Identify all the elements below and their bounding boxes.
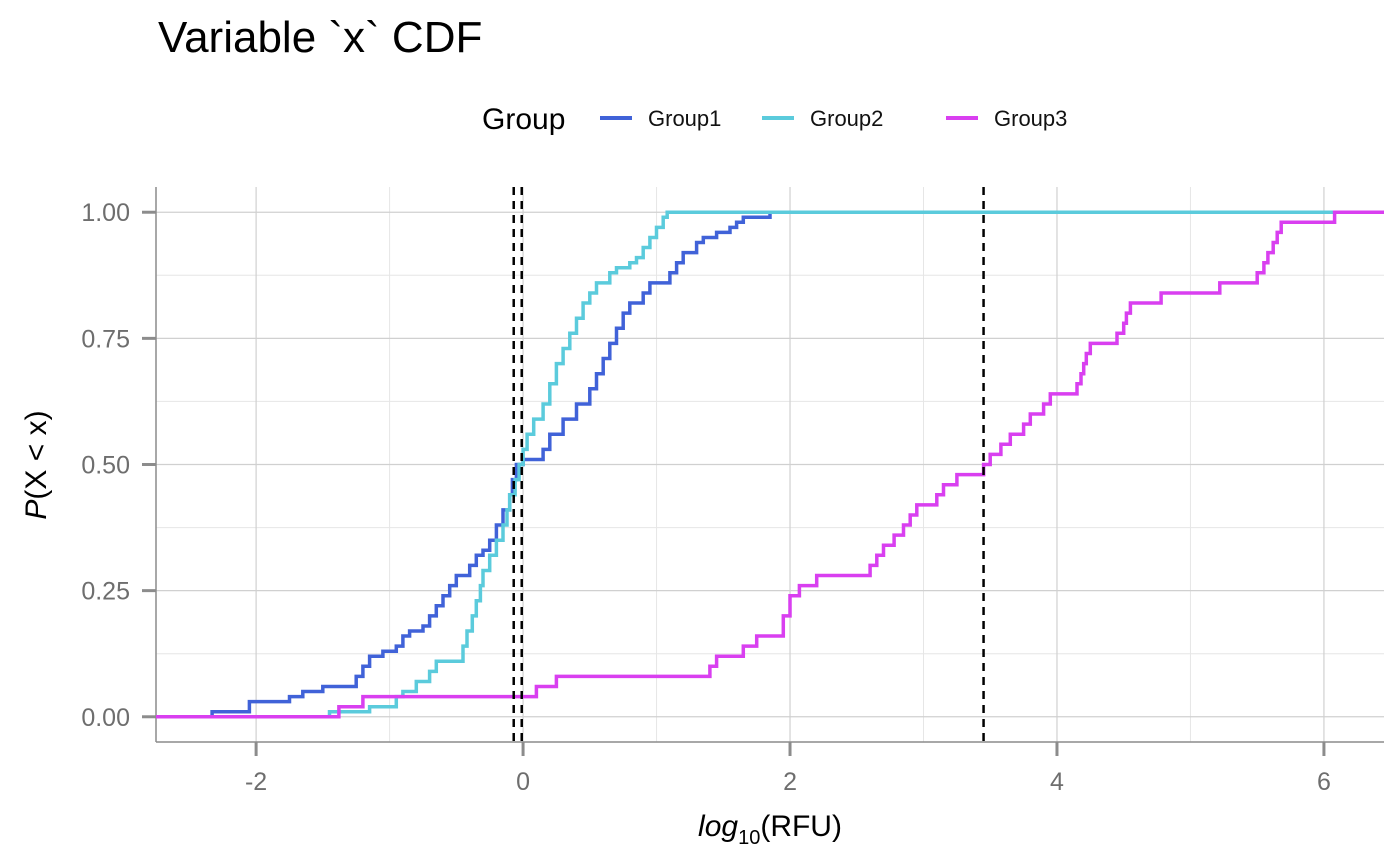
tick-labels: -2 0 2 4 6 0.00 0.25 0.50 0.75 1.00 xyxy=(81,199,1331,796)
series-line-group2 xyxy=(156,210,1384,719)
y-tick-label: 0.00 xyxy=(81,704,130,732)
legend-label-group2: Group2 xyxy=(810,106,883,131)
x-axis-title-rest: (RFU) xyxy=(760,810,842,843)
y-tick-label: 0.75 xyxy=(81,325,130,353)
legend-label-group3: Group3 xyxy=(994,106,1067,131)
reference-vlines xyxy=(512,187,985,742)
major-gridlines xyxy=(156,187,1384,742)
x-axis-title-sub: 10 xyxy=(738,827,760,849)
x-tick-label: 4 xyxy=(1050,768,1064,796)
series-line-group3 xyxy=(156,210,1384,719)
series-lines xyxy=(156,210,1384,719)
legend: Group Group1 Group2 Group3 xyxy=(482,103,1067,136)
y-tick-label: 0.50 xyxy=(81,452,130,480)
x-tick-label: 0 xyxy=(516,768,530,796)
x-axis-title: log10(RFU) xyxy=(698,810,842,849)
y-tick-label: 1.00 xyxy=(81,199,130,227)
x-axis-title-main: log xyxy=(698,810,738,843)
x-tick-label: 2 xyxy=(783,768,797,796)
x-tick-label: -2 xyxy=(245,768,267,796)
legend-title: Group xyxy=(482,103,565,136)
y-axis-title-rest: (X < x) xyxy=(20,410,53,499)
y-axis-title: P(X < x) xyxy=(20,410,53,519)
y-tick-label: 0.25 xyxy=(81,578,130,606)
legend-label-group1: Group1 xyxy=(648,106,721,131)
series-line-group1 xyxy=(156,210,1384,719)
x-tick-label: 6 xyxy=(1317,768,1331,796)
chart-title: Variable `x` CDF xyxy=(158,13,482,62)
y-axis-title-main: P xyxy=(20,500,53,520)
